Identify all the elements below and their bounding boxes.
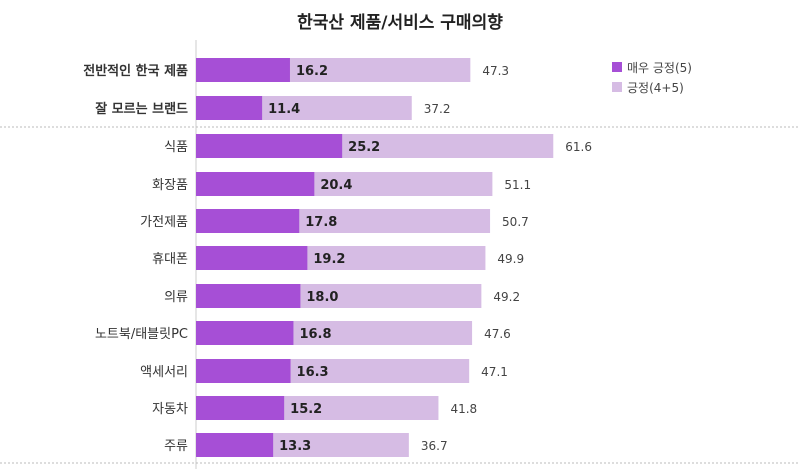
data-label-very-positive: 17.8 — [305, 215, 337, 230]
category-label: 가전제품 — [140, 215, 188, 230]
legend-swatch — [612, 82, 622, 92]
bar-very-positive — [196, 246, 308, 270]
data-label-very-positive: 16.2 — [296, 64, 328, 79]
data-label-very-positive: 11.4 — [268, 102, 300, 117]
data-label-very-positive: 20.4 — [320, 178, 352, 193]
data-label-very-positive: 18.0 — [306, 290, 338, 305]
data-label-very-positive: 15.2 — [290, 402, 322, 417]
data-label-very-positive: 16.8 — [299, 327, 331, 342]
data-label-positive: 47.6 — [484, 327, 511, 341]
data-label-positive: 47.1 — [481, 365, 508, 379]
bar-very-positive — [196, 134, 343, 158]
category-label: 잘 모르는 브랜드 — [95, 101, 188, 117]
data-label-positive: 50.7 — [502, 215, 529, 229]
legend-label: 매우 긍정(5) — [627, 61, 692, 75]
bar-very-positive — [196, 359, 291, 383]
category-label: 화장품 — [152, 178, 188, 193]
data-label-positive: 41.8 — [450, 402, 477, 416]
category-label: 식품 — [164, 140, 188, 155]
category-label: 노트북/태블릿PC — [95, 327, 188, 342]
legend-label: 긍정(4+5) — [627, 81, 684, 95]
bar-very-positive — [196, 58, 290, 82]
bar-very-positive — [196, 209, 300, 233]
data-label-very-positive: 13.3 — [279, 439, 311, 454]
bar-very-positive — [196, 96, 263, 120]
category-label: 의류 — [164, 290, 188, 305]
data-label-very-positive: 16.3 — [297, 365, 329, 380]
data-label-positive: 47.3 — [482, 64, 509, 78]
data-label-positive: 61.6 — [565, 140, 592, 154]
bar-very-positive — [196, 396, 285, 420]
category-label: 전반적인 한국 제품 — [83, 63, 188, 79]
bar-very-positive — [196, 284, 301, 308]
chart-title: 한국산 제품/서비스 구매의향 — [297, 13, 503, 33]
data-label-very-positive: 25.2 — [348, 140, 380, 155]
data-label-positive: 49.2 — [493, 290, 520, 304]
bar-very-positive — [196, 321, 294, 345]
data-label-positive: 49.9 — [497, 252, 524, 266]
category-label: 자동차 — [152, 402, 188, 417]
data-label-positive: 36.7 — [421, 439, 448, 453]
category-label: 주류 — [164, 439, 188, 454]
category-label: 액세서리 — [140, 365, 188, 380]
data-label-positive: 51.1 — [504, 178, 531, 192]
bar-very-positive — [196, 172, 315, 196]
bar-very-positive — [196, 433, 274, 457]
category-label: 휴대폰 — [152, 252, 188, 267]
data-label-very-positive: 19.2 — [313, 252, 345, 267]
data-label-positive: 37.2 — [424, 102, 451, 116]
legend-swatch — [612, 62, 622, 72]
